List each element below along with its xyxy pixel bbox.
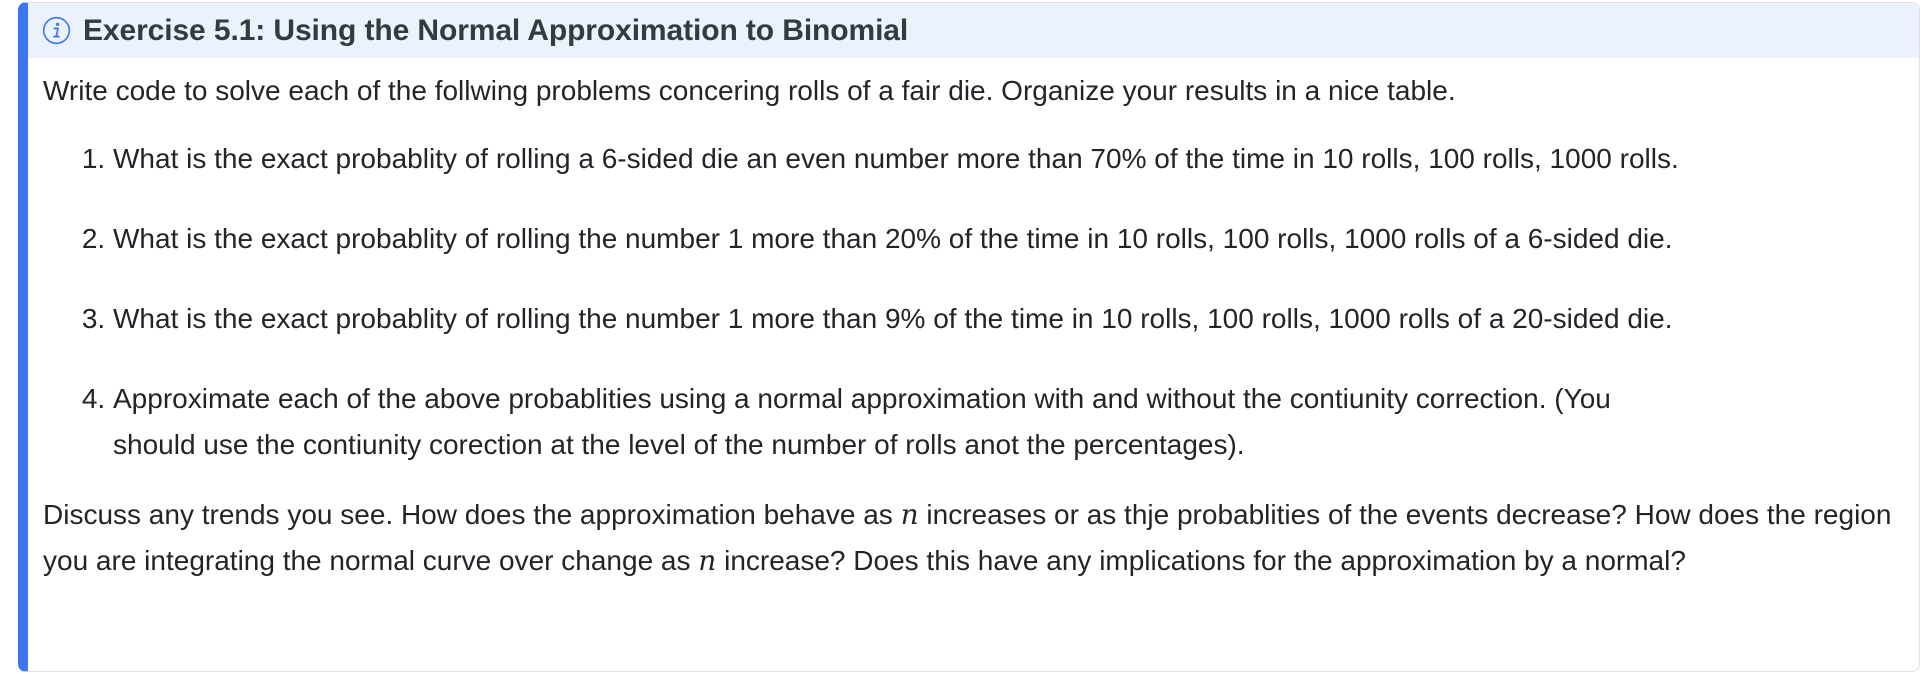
discussion-paragraph: Discuss any trends you see. How does the… [43,492,1905,584]
problem-item-4: Approximate each of the above probabliti… [113,376,1905,468]
exercise-callout: Exercise 5.1: Using the Normal Approxima… [18,2,1920,672]
discussion-text-1: Discuss any trends you see. How does the… [43,499,901,530]
problem-item-4-line1: Approximate each of the above probabliti… [113,383,1611,414]
problem-list: What is the exact probablity of rolling … [43,136,1905,468]
problem-item-1: What is the exact probablity of rolling … [113,136,1905,182]
problem-item-4-line2: should use the contiunity corection at t… [113,429,1245,460]
problem-item-3: What is the exact probablity of rolling … [113,296,1905,342]
math-variable-n: n [900,498,919,531]
discussion-text-2: increases or as thje probablities of the… [43,499,1892,576]
callout-body: Write code to solve each of the follwing… [28,58,1919,584]
callout-title: Exercise 5.1: Using the Normal Approxima… [83,13,909,47]
info-icon [42,16,71,45]
problem-item-2: What is the exact probablity of rolling … [113,216,1905,262]
callout-header: Exercise 5.1: Using the Normal Approxima… [28,3,1919,58]
intro-paragraph: Write code to solve each of the follwing… [43,75,1456,106]
math-variable-n: n [698,544,717,577]
discussion-text-3: increase? Does this have any implication… [716,545,1686,576]
